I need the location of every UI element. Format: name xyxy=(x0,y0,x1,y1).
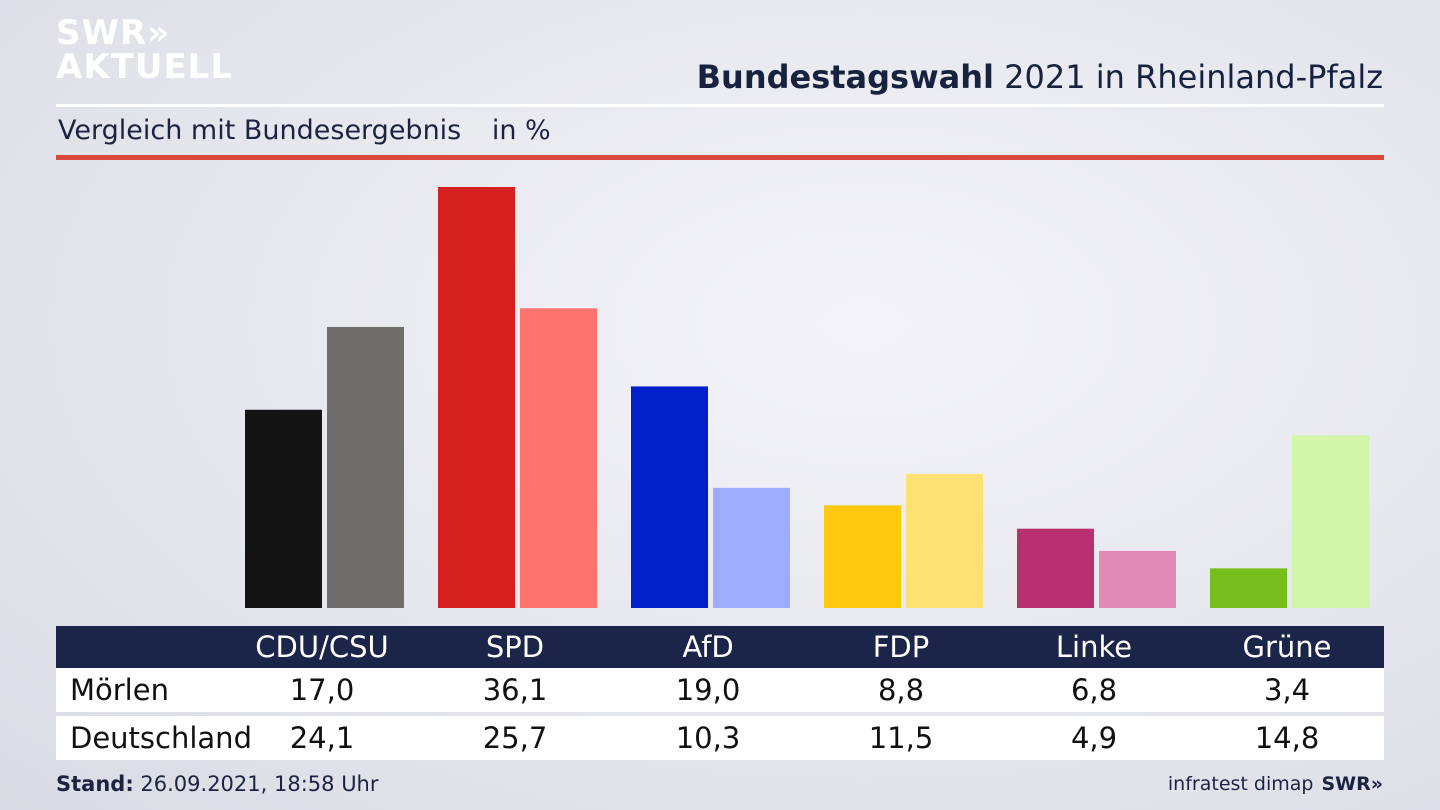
accent-rule xyxy=(56,155,1384,160)
title-rest: 2021 in Rheinland-Pfalz xyxy=(1004,58,1383,96)
bar-cdu-csu-deutschland xyxy=(327,326,404,608)
table-cell: 3,4 xyxy=(1263,673,1311,707)
bar-linke-mörlen xyxy=(1017,528,1094,608)
bar-linke-deutschland xyxy=(1099,550,1176,608)
logo-line-2: AKTUELL xyxy=(56,47,234,87)
table-cell: 25,7 xyxy=(482,721,548,755)
table-cell: 24,1 xyxy=(289,721,355,755)
bar-afd-deutschland xyxy=(713,487,790,608)
bar-grüne-mörlen xyxy=(1210,568,1287,608)
header-cell: SPD xyxy=(485,630,545,664)
row-label: Mörlen xyxy=(70,673,169,707)
table-cell: 10,3 xyxy=(675,721,741,755)
table-cell: 17,0 xyxy=(289,673,355,707)
row-label: Deutschland xyxy=(70,721,252,755)
table-cell: 14,8 xyxy=(1254,721,1320,755)
bar-fdp-deutschland xyxy=(906,473,983,608)
bar-afd-mörlen xyxy=(631,386,708,608)
bar-cdu-csu-mörlen xyxy=(245,409,322,608)
chart-subtitle: Vergleich mit Bundesergebnis in % xyxy=(58,115,551,146)
table-row: Mörlen 17,0 36,1 19,0 8,8 6,8 3,4 xyxy=(56,668,1384,712)
header-cell: Grüne xyxy=(1242,630,1332,664)
bar-spd-deutschland xyxy=(520,308,597,608)
timestamp: Stand: 26.09.2021, 18:58 Uhr xyxy=(56,772,379,796)
title-bold: Bundestagswahl xyxy=(696,58,994,96)
stand-value: 26.09.2021, 18:58 Uhr xyxy=(140,772,379,796)
table-cell: 36,1 xyxy=(482,673,548,707)
table-cell: 6,8 xyxy=(1070,673,1118,707)
header-cell: CDU/CSU xyxy=(255,630,389,664)
table-cell: 11,5 xyxy=(868,721,934,755)
logo-line-1: SWR» xyxy=(56,13,171,53)
chart-title: Bundestagswahl 2021 in Rheinland-Pfalz xyxy=(697,58,1383,96)
table-row: Deutschland 24,1 25,7 10,3 11,5 4,9 14,8 xyxy=(56,716,1384,760)
bar-grüne-deutschland xyxy=(1292,435,1369,608)
table-cell: 8,8 xyxy=(877,673,925,707)
source-text: infratest dimap xyxy=(1167,773,1314,795)
table-header-row: CDU/CSU SPD AfD FDP Linke Grüne xyxy=(56,626,1384,668)
bar-spd-mörlen xyxy=(438,187,515,608)
header-cell: Linke xyxy=(1055,630,1133,664)
stand-label: Stand: xyxy=(56,772,134,796)
header-cell: FDP xyxy=(872,630,930,664)
subtitle-text: Vergleich mit Bundesergebnis xyxy=(58,115,462,146)
bar-fdp-mörlen xyxy=(824,505,901,608)
results-table: CDU/CSU SPD AfD FDP Linke Grüne Mörlen 1… xyxy=(56,626,1384,760)
unit-label: in % xyxy=(491,115,551,146)
swr-brand-logo: SWR» xyxy=(1321,773,1383,795)
table-cell: 4,9 xyxy=(1070,721,1118,755)
header-divider xyxy=(56,104,1384,107)
swr-aktuell-logo: SWR» AKTUELL xyxy=(56,16,233,84)
table-cell: 19,0 xyxy=(675,673,741,707)
header-cell: AfD xyxy=(682,630,734,664)
source-credit: infratest dimap SWR» xyxy=(1168,773,1383,795)
